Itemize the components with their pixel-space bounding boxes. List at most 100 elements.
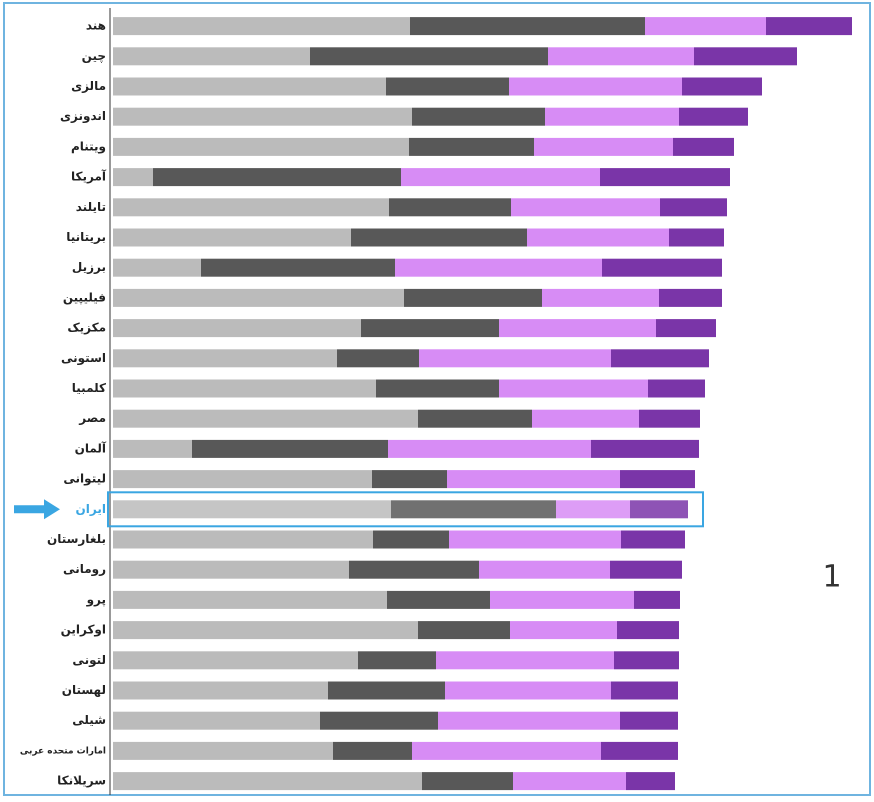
bar-segment <box>645 17 766 36</box>
bar-segment <box>479 560 610 579</box>
bar-segment <box>682 77 762 96</box>
bar-segment <box>388 439 591 458</box>
y-tick-label: مکزیک <box>67 321 106 335</box>
bar-segment <box>376 379 499 398</box>
bar-segment <box>679 107 748 126</box>
bar-segment <box>337 349 419 368</box>
bar-segment <box>545 107 679 126</box>
bar-segment <box>499 379 648 398</box>
bar-segment <box>113 137 409 156</box>
bar-segment <box>610 560 682 579</box>
bar-segment <box>113 741 333 760</box>
bar-segment <box>620 711 678 730</box>
bar-segment <box>412 107 545 126</box>
bar-segment <box>113 288 404 307</box>
y-tick-label: چین <box>82 49 106 63</box>
bar-segment <box>694 47 797 66</box>
y-tick-label: پرو <box>86 592 106 607</box>
bar-segment <box>673 137 734 156</box>
y-tick-label: رومانی <box>63 562 106 577</box>
bar-segment <box>113 470 372 489</box>
bar-segment <box>419 349 611 368</box>
bar-segment <box>404 288 542 307</box>
bar-segment <box>389 198 511 217</box>
bar-segment <box>113 258 201 277</box>
highlight-arrow <box>14 499 60 520</box>
bar-segment <box>591 439 699 458</box>
bar-segment <box>659 288 722 307</box>
bar-segment <box>349 560 479 579</box>
bar-segment <box>611 349 709 368</box>
bar-segment <box>601 741 678 760</box>
bar-segment <box>412 741 601 760</box>
bar-segment <box>333 741 412 760</box>
y-tick-label: مصر <box>78 411 106 425</box>
y-tick-label: بریتانیا <box>66 230 106 244</box>
bar-segment <box>113 77 386 96</box>
bar-segment <box>153 168 401 187</box>
bar-segment <box>669 228 724 247</box>
bar-segment <box>113 198 389 217</box>
bar-segment <box>438 711 620 730</box>
bar-segment <box>656 319 716 338</box>
bar-segment <box>201 258 395 277</box>
bar-segment <box>113 379 376 398</box>
bar-segment <box>113 621 418 640</box>
bar-segment <box>611 681 678 700</box>
bar-segment <box>113 530 373 549</box>
y-tick-label: شیلی <box>72 713 106 727</box>
y-tick-label: فیلیپین <box>63 290 106 304</box>
bar-segment <box>113 349 337 368</box>
bar-segment <box>617 621 679 640</box>
annotation: 1 <box>822 560 841 595</box>
bar-segment <box>113 228 351 247</box>
bar-segment <box>113 681 328 700</box>
bar-segment <box>447 470 620 489</box>
bar-segment <box>113 17 410 36</box>
bar-segment <box>391 500 556 519</box>
bar-segment <box>534 137 673 156</box>
y-tick-label: برزیل <box>72 260 106 274</box>
bar-segment <box>532 409 639 428</box>
bar-segment <box>449 530 621 549</box>
bar-segment <box>509 77 682 96</box>
y-tick-label: اندونزی <box>60 109 106 124</box>
y-tick-label: مالزی <box>71 79 106 93</box>
bar-segment <box>602 258 722 277</box>
bar-segment <box>386 77 509 96</box>
bar-segment <box>320 711 438 730</box>
bar-segment <box>192 439 388 458</box>
frame <box>3 2 871 796</box>
bar-segment <box>620 470 695 489</box>
bar-segment <box>660 198 727 217</box>
bar-segment <box>409 137 534 156</box>
y-tick-label: تایلند <box>76 200 106 214</box>
highlight-box <box>107 491 704 528</box>
bar-segment <box>113 409 418 428</box>
y-tick-label: سریلانکا <box>57 774 106 788</box>
bar-segment <box>513 772 626 791</box>
y-tick-label: لتونی <box>72 653 106 668</box>
bar-segment <box>600 168 730 187</box>
bar-segment <box>113 711 320 730</box>
bar-segment <box>556 500 630 519</box>
bar-segment <box>113 47 310 66</box>
y-tick-label: آلمان <box>75 440 107 455</box>
bar-segment <box>351 228 527 247</box>
bar-segment <box>499 319 656 338</box>
bar-segment <box>401 168 600 187</box>
bar-segment <box>328 681 445 700</box>
bar-segment <box>113 107 412 126</box>
bar-segment <box>527 228 669 247</box>
y-tick-label: آمریکا <box>71 169 107 184</box>
y-tick-label: لهستان <box>62 683 106 697</box>
bar-segment <box>766 17 852 36</box>
bar-segment <box>113 168 153 187</box>
y-tick-label: امارات متحده عربی <box>20 746 106 756</box>
bar-segment <box>113 560 349 579</box>
bar-segment <box>548 47 694 66</box>
bar-segment <box>436 651 614 670</box>
bar-segment <box>614 651 679 670</box>
bar-segment <box>410 17 645 36</box>
bar-segment <box>510 621 617 640</box>
